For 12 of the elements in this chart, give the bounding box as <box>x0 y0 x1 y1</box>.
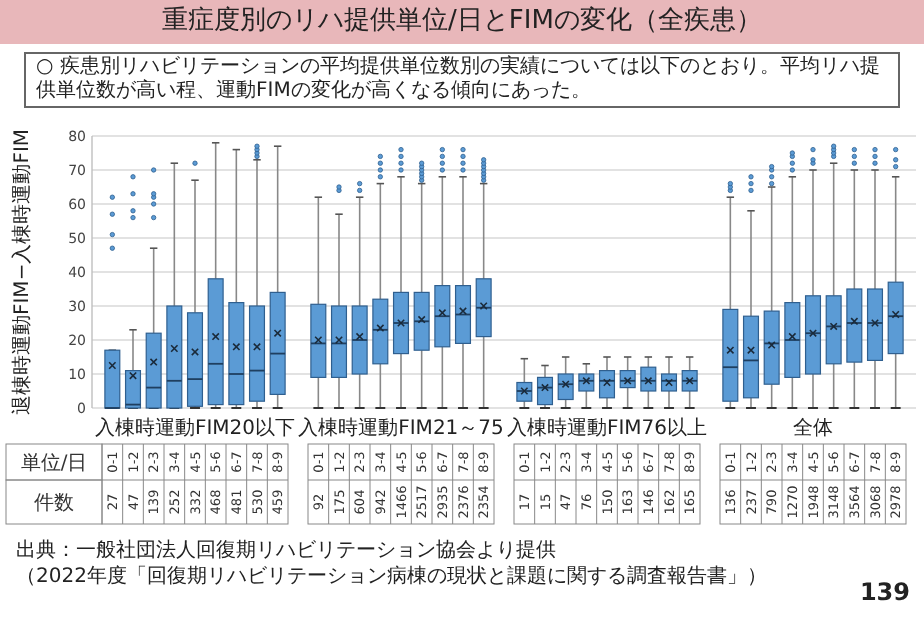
text: 単位/日 <box>20 451 88 475</box>
text: 139 <box>859 578 910 606</box>
x-axis-title: 入棟時運動FIM21～75 <box>298 416 504 440</box>
source-note: 出典：一般社団法人回復期リハビリテーション協会より提供 <box>16 538 556 562</box>
x-axis-title: 全体 <box>793 416 833 440</box>
text: ○ 疾患別リハビリテーションの平均提供単位数別の実績については以下のとおり。平均リハ提供単位数が高い程、運動FIMの変化が高くなる傾向にあった。 <box>24 52 900 108</box>
text: 重症度別のリハ提供単位/日とFIMの変化（全疾患） <box>0 0 924 44</box>
y-axis-title: 退棟時運動FIM−入棟時運動FIM <box>10 128 34 416</box>
x-axis-title: 入棟時運動FIM76以上 <box>506 416 708 440</box>
text: （2022年度「回復期リハビリテーション病棟の現状と課題に関する調査報告書」） <box>16 564 767 588</box>
x-axis-title: 入棟時運動FIM20以下 <box>94 416 296 440</box>
text: 件数 <box>34 493 74 515</box>
